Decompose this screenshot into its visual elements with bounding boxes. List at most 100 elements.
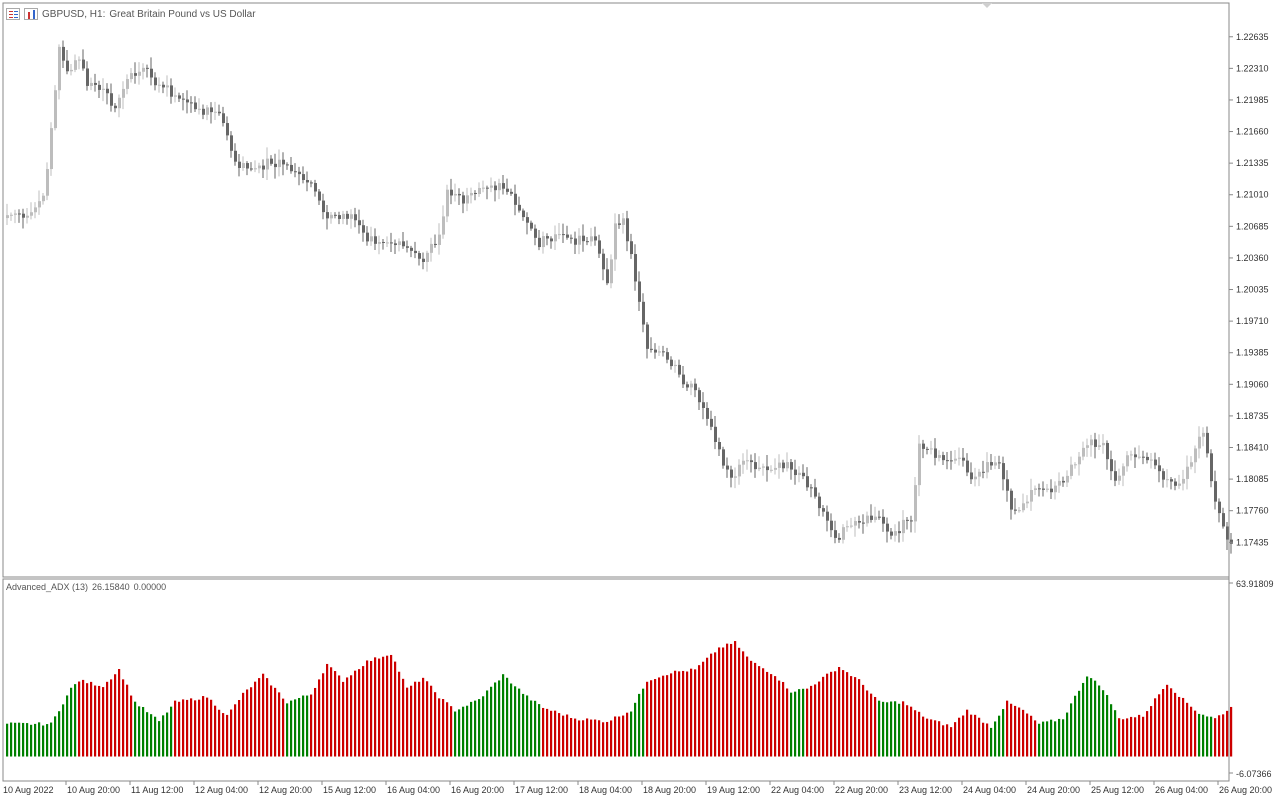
candle	[594, 226, 597, 246]
candle-body	[1042, 488, 1045, 490]
adx-bar	[62, 704, 65, 757]
time-tick-label: 24 Aug 20:00	[1027, 785, 1080, 795]
candle-body	[582, 235, 585, 242]
candle-body	[998, 462, 1001, 464]
candle-body	[522, 210, 525, 218]
candle-body	[238, 161, 241, 168]
candle	[1198, 426, 1201, 459]
candle-body	[786, 462, 789, 469]
candle	[1038, 483, 1041, 497]
time-tick-label: 17 Aug 12:00	[515, 785, 568, 795]
adx-bar	[98, 685, 101, 757]
candle	[634, 244, 637, 291]
candle	[974, 467, 977, 487]
candle	[110, 83, 113, 112]
candle-body	[198, 108, 201, 110]
window-list-icon[interactable]	[6, 8, 20, 20]
adx-bar	[582, 720, 585, 757]
candle	[322, 193, 325, 220]
adx-bar	[26, 723, 29, 757]
adx-bar	[806, 688, 809, 757]
candle-body	[1166, 479, 1169, 481]
main-pane[interactable]	[2, 2, 1233, 578]
candle-body	[382, 241, 385, 243]
adx-bar	[1054, 721, 1057, 757]
candle-body	[1018, 510, 1021, 512]
candle	[930, 440, 933, 455]
candle-body	[370, 236, 373, 242]
candle-body	[842, 527, 845, 540]
candle	[830, 513, 833, 538]
candle-body	[190, 102, 193, 104]
candle	[290, 157, 293, 174]
adx-bar	[218, 709, 221, 757]
candle-body	[1194, 448, 1197, 463]
adx-bar	[530, 700, 533, 757]
candle	[370, 226, 373, 246]
candle-body	[646, 324, 649, 349]
candle	[494, 181, 497, 202]
candle-body	[702, 402, 705, 408]
candle-body	[426, 252, 429, 262]
adx-bar	[318, 679, 321, 757]
candle-body	[1222, 513, 1225, 527]
adx-bar	[730, 643, 733, 757]
candle-body	[338, 215, 341, 219]
candle	[86, 61, 89, 91]
adx-bar	[382, 656, 385, 757]
candle	[942, 451, 945, 465]
candle-body	[914, 485, 917, 522]
indicator-pane[interactable]	[2, 578, 1233, 782]
candle	[1214, 470, 1217, 510]
candle	[922, 439, 925, 459]
candle	[314, 179, 317, 197]
candle-body	[438, 234, 441, 245]
adx-bar	[898, 703, 901, 757]
candle-body	[826, 511, 829, 521]
candle-body	[882, 516, 885, 524]
candle-body	[982, 471, 985, 473]
candle	[330, 212, 333, 224]
adx-bar	[1034, 720, 1037, 757]
candle-body	[994, 462, 997, 466]
candle	[178, 92, 181, 102]
candle	[554, 225, 557, 251]
adx-bar	[690, 668, 693, 757]
adx-bar	[406, 687, 409, 757]
candle	[506, 178, 509, 195]
price-tick-label: 1.21335	[1236, 158, 1269, 168]
candle	[274, 153, 277, 179]
candle	[1174, 478, 1177, 491]
candle	[434, 234, 437, 248]
adx-bar	[826, 673, 829, 757]
adx-bar	[194, 700, 197, 757]
candle	[810, 484, 813, 498]
candle-body	[446, 189, 449, 217]
adx-bar	[114, 674, 117, 757]
adx-bar	[578, 720, 581, 757]
shift-marker-icon[interactable]	[982, 3, 992, 8]
chart-header: GBPUSD, H1: Great Britain Pound vs US Do…	[6, 6, 256, 22]
candle-body	[630, 241, 633, 255]
candle	[222, 106, 225, 127]
candle-body	[514, 193, 517, 205]
candle-body	[798, 472, 801, 476]
adx-bar	[594, 719, 597, 757]
adx-bar	[222, 713, 225, 757]
adx-bar	[606, 721, 609, 757]
candle	[1102, 434, 1105, 454]
candle-body	[1138, 456, 1141, 458]
adx-bar	[274, 687, 277, 757]
time-tick-label: 22 Aug 04:00	[771, 785, 824, 795]
candle	[70, 64, 73, 76]
adx-bar	[686, 671, 689, 757]
adx-bar	[542, 707, 545, 757]
candle	[894, 524, 897, 542]
candles	[6, 40, 1233, 554]
candle	[374, 228, 377, 250]
candle-body	[946, 460, 949, 462]
chart-bars-icon[interactable]	[24, 8, 38, 20]
candle-body	[762, 466, 765, 468]
candle-body	[742, 460, 745, 465]
